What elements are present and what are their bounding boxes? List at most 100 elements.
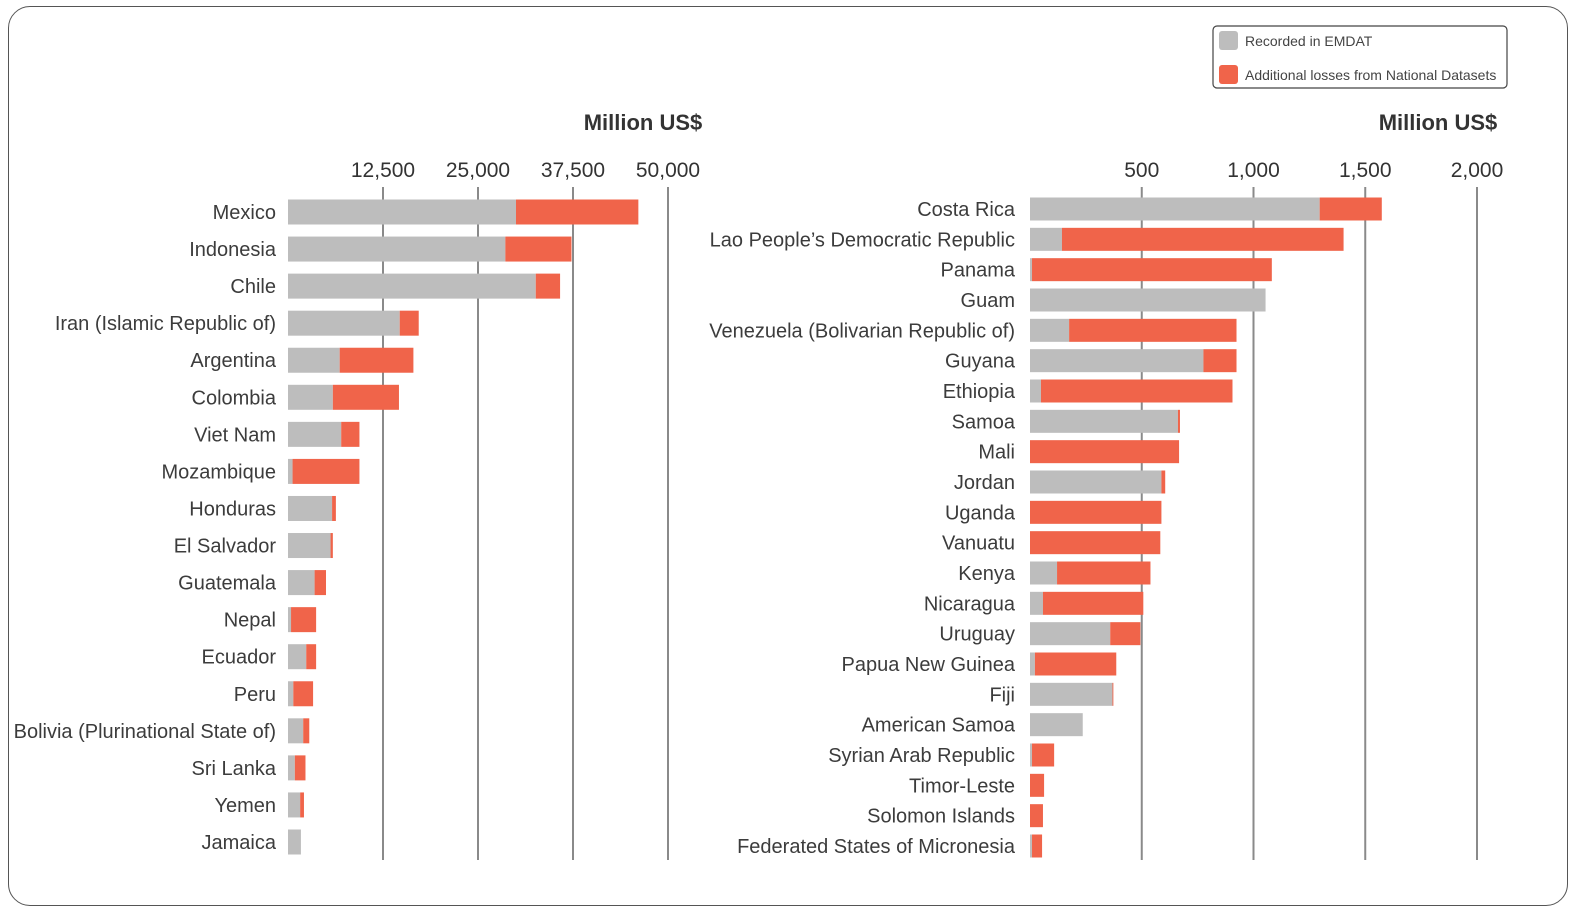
right-bar-national (1057, 561, 1151, 585)
right-tick-label: 1,000 (1227, 159, 1280, 182)
left-bar-national (516, 199, 639, 225)
right-bar-emdat (1030, 318, 1070, 342)
left-category-label: El Salvador (174, 536, 277, 558)
right-bar-national (1030, 804, 1043, 828)
left-category-label: Mozambique (161, 461, 276, 483)
left-bar-national (341, 421, 360, 447)
legend-box (1212, 25, 1508, 89)
left-category-label: Iran (Islamic Republic of) (55, 313, 276, 335)
right-bar-emdat (1030, 652, 1035, 676)
left-bar-national (535, 273, 561, 299)
left-category-label: Honduras (189, 498, 276, 520)
right-bar-national (1110, 622, 1141, 646)
left-bar-emdat (288, 495, 333, 521)
right-bar-emdat (1030, 258, 1033, 282)
right-category-label: Federated States of Micronesia (737, 836, 1016, 858)
left-category-label: Jamaica (202, 832, 277, 854)
right-category-label: Kenya (958, 563, 1016, 585)
right-bar-national (1161, 470, 1166, 494)
left-category-label: Nepal (224, 610, 276, 632)
left-bar-national (330, 533, 333, 559)
right-bar-national (1030, 531, 1161, 555)
legend-swatch-national (1219, 65, 1238, 84)
right-chart: 500 1,000 1,500 2,000 Costa Rica Lao People’s… (709, 159, 1503, 860)
right-bar-national (1069, 318, 1237, 342)
right-bar-national (1032, 258, 1272, 282)
right-bar-emdat (1030, 227, 1062, 251)
left-category-label: Bolivia (Plurinational State of) (14, 721, 276, 743)
right-category-label: Syrian Arab Republic (828, 745, 1015, 767)
right-category-label: American Samoa (862, 715, 1016, 737)
right-category-label: Uruguay (939, 624, 1015, 646)
left-bar-emdat (288, 829, 301, 855)
right-bar-emdat (1030, 470, 1162, 494)
right-category-label: Mali (978, 442, 1015, 464)
right-bar-national (1030, 773, 1045, 797)
right-bar-national (1203, 349, 1237, 373)
right-category-label: Timor-Leste (909, 775, 1015, 797)
right-category-label: Nicaragua (924, 593, 1016, 615)
right-category-label: Papua New Guinea (842, 654, 1016, 676)
right-bar-emdat (1030, 288, 1266, 312)
right-category-label: Guyana (945, 351, 1016, 373)
right-category-label: Guam (961, 290, 1015, 312)
left-bar-emdat (288, 681, 294, 707)
left-chart: 12,500 25,000 37,500 50,000 Mexico Indonesia C… (14, 159, 700, 860)
right-category-label: Samoa (952, 411, 1016, 433)
left-bar-national (332, 384, 399, 410)
right-category-label: Fiji (989, 684, 1015, 706)
left-category-label: Mexico (213, 202, 276, 224)
left-category-label: Sri Lanka (192, 758, 277, 780)
left-tick-label: 12,500 (351, 159, 415, 182)
left-category-label: Guatemala (178, 573, 277, 595)
right-bar-emdat (1030, 409, 1178, 433)
right-bar-emdat (1030, 713, 1083, 737)
left-bar-emdat (288, 384, 333, 410)
left-tick-label: 37,500 (541, 159, 605, 182)
right-tick-label: 2,000 (1451, 159, 1504, 182)
legend-label-emdat: Recorded in EMDAT (1245, 33, 1373, 49)
left-bar-emdat (288, 718, 304, 744)
left-bar-emdat (288, 458, 293, 484)
left-bar-emdat (288, 607, 292, 633)
left-bar-emdat (288, 533, 331, 559)
right-category-label: Panama (941, 260, 1016, 282)
left-category-label: Yemen (214, 795, 276, 817)
right-category-label: Solomon Islands (867, 806, 1015, 828)
right-bar-emdat (1030, 834, 1033, 858)
left-bar-emdat (288, 347, 340, 373)
left-bar-national (291, 607, 317, 633)
right-bar-national (1319, 197, 1382, 221)
left-category-label: Argentina (190, 350, 276, 372)
left-bar-national (300, 792, 304, 818)
left-bar-national (294, 755, 306, 781)
left-tick-label: 50,000 (636, 159, 700, 182)
right-bar-national (1040, 379, 1233, 403)
left-bar-national (306, 644, 317, 670)
left-category-label: Ecuador (202, 647, 277, 669)
left-bar-emdat (288, 570, 315, 596)
left-category-label: Indonesia (189, 239, 277, 261)
left-bar-emdat (288, 199, 516, 225)
right-axis-title: Million US$ (1379, 110, 1498, 135)
left-bar-emdat (288, 792, 301, 818)
left-bar-emdat (288, 273, 536, 299)
legend-swatch-emdat (1219, 31, 1238, 50)
right-bar-emdat (1030, 743, 1033, 767)
right-bar-national (1112, 682, 1114, 706)
left-bar-national (332, 495, 336, 521)
right-bar-emdat (1030, 682, 1113, 706)
left-bar-national (303, 718, 310, 744)
right-tick-label: 500 (1124, 159, 1159, 182)
right-bar-emdat (1030, 591, 1043, 615)
left-bar-national (505, 236, 572, 262)
left-bar-national (314, 570, 326, 596)
left-bar-emdat (288, 755, 295, 781)
right-category-label: Costa Rica (917, 199, 1016, 221)
right-bar-emdat (1030, 561, 1058, 585)
right-bar-national (1177, 409, 1180, 433)
right-bar-national (1061, 227, 1344, 251)
left-bar-emdat (288, 236, 506, 262)
